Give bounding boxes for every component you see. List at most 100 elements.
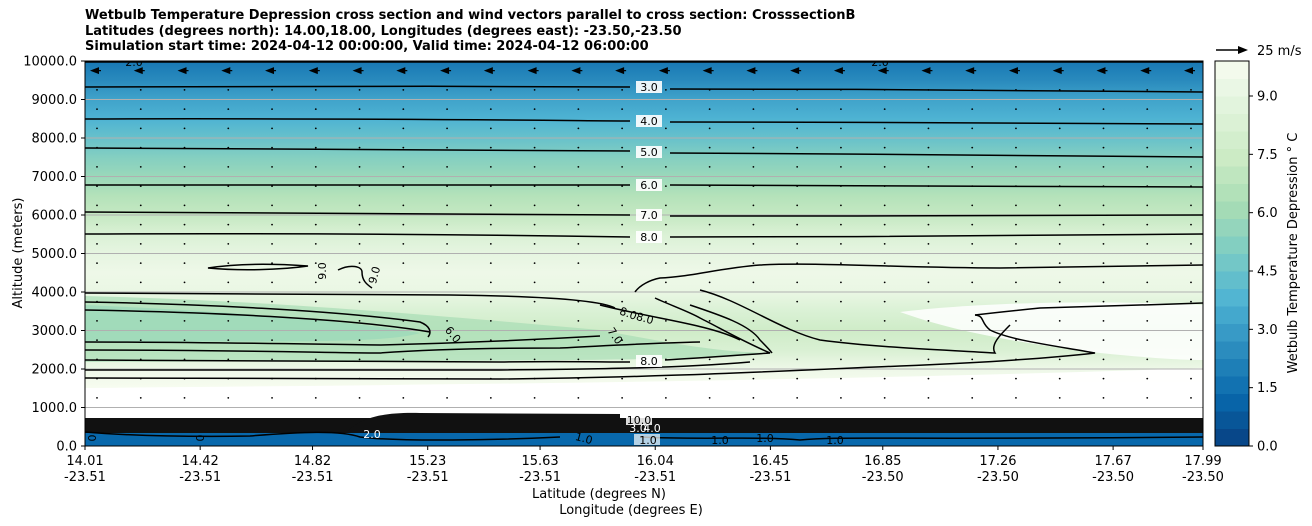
colorbar-label: Wetbulb Temperature Depression ° C (1286, 133, 1301, 374)
wind-dot (1146, 223, 1149, 226)
wind-dot (1058, 88, 1061, 91)
wind-dot (1015, 108, 1017, 111)
wind-dot (489, 223, 492, 226)
wind-dot (358, 165, 361, 168)
wind-dot (1015, 281, 1017, 284)
contour-dry-2 (974, 302, 1203, 316)
contour-9-0-a (207, 263, 309, 271)
wind-dot (1102, 185, 1105, 188)
wind-dot (883, 185, 886, 188)
x-tick-label-lat: 14.01 (66, 454, 103, 469)
wind-dot (96, 204, 98, 207)
wind-dot (752, 146, 755, 149)
wind-dot (489, 242, 492, 245)
quiver-key: 25 m/s (1216, 44, 1302, 59)
x-tick-label-lat: 16.45 (752, 454, 789, 469)
wind-dot (139, 165, 142, 168)
wind-dot (358, 300, 361, 303)
wind-dot (358, 242, 361, 245)
wind-dot (1190, 377, 1192, 380)
wind-dot (971, 88, 974, 91)
wind-dot (664, 127, 667, 130)
wind-dot (489, 108, 492, 111)
title-line-1: Wetbulb Temperature Depression cross sec… (85, 8, 856, 23)
colorbar-band (1215, 428, 1249, 447)
wind-dot (752, 242, 755, 245)
wind-dot (533, 300, 536, 303)
wind-dot (1190, 108, 1192, 111)
wind-dot (971, 223, 974, 226)
wind-dot (577, 108, 580, 111)
wind-dot (927, 127, 930, 130)
wind-dot (96, 242, 98, 245)
wind-dot (1058, 358, 1061, 361)
wind-dot (96, 281, 98, 284)
wind-dot (883, 127, 886, 130)
wind-dot (664, 300, 667, 303)
wind-dot (96, 185, 98, 188)
wind-dot (1102, 358, 1105, 361)
wind-dot (1190, 223, 1192, 226)
wind-dot (183, 300, 186, 303)
wind-dot (1190, 300, 1192, 303)
wind-dot (708, 339, 711, 342)
x-tick-label-lat: 14.82 (294, 454, 331, 469)
wind-dot (752, 88, 755, 91)
contour-label: 1.0 (756, 432, 774, 445)
contour-5-0 (85, 147, 1203, 158)
wind-dot (227, 108, 230, 111)
wind-dot (271, 165, 273, 168)
wind-dot (314, 204, 317, 207)
wind-dot (621, 146, 624, 149)
contour-label: 8.0 (636, 355, 662, 368)
wind-dot (96, 108, 98, 111)
contour-label: 10.0 (626, 414, 652, 427)
wind-dot (1058, 223, 1061, 226)
wind-dot (1015, 396, 1017, 399)
wind-dot (1102, 377, 1105, 380)
wind-dot (1058, 300, 1061, 303)
wind-dot (621, 165, 624, 168)
colorbar-band (1215, 253, 1249, 272)
wind-dot (971, 146, 974, 149)
wind-arrow (308, 67, 318, 75)
wind-dot (577, 377, 580, 380)
wind-dot (577, 242, 580, 245)
wind-dot (446, 339, 448, 342)
wind-dot (752, 396, 755, 399)
wind-dot (927, 396, 930, 399)
wind-dot (1102, 281, 1105, 284)
wind-dot (971, 185, 974, 188)
wind-dot (96, 300, 98, 303)
wind-dot (708, 204, 711, 207)
wind-dot (183, 377, 186, 380)
contour-4-0 (85, 117, 1203, 125)
wind-dot (1190, 396, 1192, 399)
wind-dot (1190, 185, 1192, 188)
wind-dot (314, 165, 317, 168)
wind-dot (752, 204, 755, 207)
wind-dot (1102, 339, 1105, 342)
wind-dot (796, 281, 799, 284)
wind-dot (1015, 358, 1017, 361)
wind-dot (1015, 262, 1017, 265)
wind-arrow (396, 67, 406, 75)
wind-dot (664, 358, 667, 361)
wind-dot (883, 88, 886, 91)
wind-dot (533, 108, 536, 111)
wind-dot (1058, 146, 1061, 149)
wind-dot (96, 88, 98, 91)
wind-dot (752, 319, 755, 322)
wind-dot (664, 319, 667, 322)
wind-dot (1146, 281, 1149, 284)
wind-arrow (221, 67, 231, 75)
wind-dot (402, 204, 405, 207)
wind-dot (796, 88, 799, 91)
wind-dot (1146, 339, 1149, 342)
wind-dot (446, 165, 448, 168)
wind-dot (621, 223, 624, 226)
wind-dot (96, 165, 98, 168)
svg-text:6.0: 6.0 (640, 179, 658, 192)
contour-label: 9.0 (366, 265, 383, 285)
contour-label: 1.0 (574, 430, 594, 447)
